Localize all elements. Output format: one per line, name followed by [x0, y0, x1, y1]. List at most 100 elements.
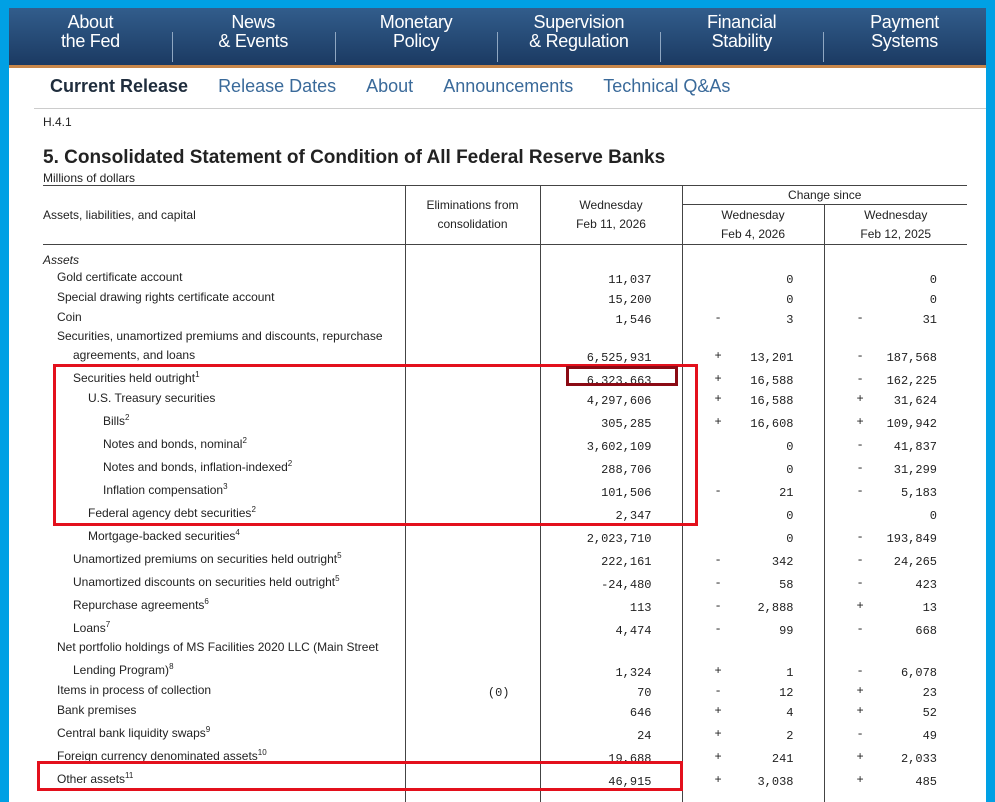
- main-nav: About the Fed News & Events Monetary Pol…: [9, 8, 986, 68]
- row-label: Coin: [57, 309, 82, 324]
- change-week-sign: +: [714, 749, 722, 764]
- footnote-ref[interactable]: 1: [195, 369, 200, 379]
- eliminations-value: [404, 306, 540, 327]
- footnote-ref[interactable]: 2: [251, 504, 256, 514]
- eliminations-value: [404, 499, 540, 523]
- nav-news-events[interactable]: News & Events: [171, 8, 335, 65]
- footnote-ref[interactable]: 6: [204, 596, 209, 606]
- current-value: 6,525,931: [539, 326, 682, 365]
- change-week-value: 342: [771, 554, 794, 569]
- header-eliminations: Eliminations from consolidation: [404, 185, 540, 245]
- change-year-value: 41,837: [893, 439, 937, 454]
- footnote-ref[interactable]: 3: [223, 481, 228, 491]
- change-year-value: 5,183: [900, 485, 937, 500]
- row-label: Mortgage-backed securities4: [88, 527, 240, 543]
- table-row: Securities held outright1 6,323,663 +16,…: [43, 364, 967, 388]
- footnote-ref[interactable]: 2: [242, 435, 247, 445]
- eliminations-value: [404, 742, 540, 766]
- tab-current-release[interactable]: Current Release: [50, 76, 189, 96]
- change-week-value: 99: [779, 623, 794, 638]
- nav-payment-systems[interactable]: Payment Systems: [823, 8, 986, 65]
- change-week-sign: +: [714, 703, 722, 718]
- change-year-value: 109,942: [886, 416, 937, 431]
- current-value: 288,706: [539, 453, 682, 477]
- eliminations-value: (0): [404, 679, 540, 700]
- change-week-value: 241: [771, 751, 794, 766]
- footnote-ref[interactable]: 8: [169, 661, 174, 671]
- change-week-sign: -: [714, 575, 722, 590]
- eliminations-value: [404, 765, 540, 789]
- footnote-ref[interactable]: 5: [335, 573, 340, 583]
- change-week-value: 0: [786, 272, 794, 287]
- eliminations-value: [404, 545, 540, 569]
- change-week-sign: +: [714, 772, 722, 787]
- change-week-sign: +: [714, 348, 722, 363]
- change-week-value: 4: [786, 705, 794, 720]
- current-value: 113: [539, 591, 682, 615]
- change-week-sign: +: [714, 726, 722, 741]
- current-value: 2,023,710: [539, 522, 682, 546]
- change-week-sign: -: [714, 683, 722, 698]
- tab-technical-qas[interactable]: Technical Q&As: [603, 76, 731, 96]
- nav-supervision-regulation[interactable]: Supervision & Regulation: [497, 8, 660, 65]
- row-label: Unamortized discounts on securities held…: [73, 573, 340, 589]
- row-label: Loans7: [73, 619, 111, 635]
- tab-announcements[interactable]: Announcements: [443, 76, 574, 96]
- change-week-sign: -: [714, 621, 722, 636]
- table-row: Bank premises 646 +4 +52: [43, 699, 967, 720]
- change-week-value: 16,588: [750, 373, 794, 388]
- change-year-value: 187,568: [886, 350, 937, 365]
- change-year-value: 485: [915, 774, 937, 789]
- change-year-value: 13: [922, 600, 937, 615]
- nav-financial-stability[interactable]: Financial Stability: [660, 8, 823, 65]
- footnote-ref[interactable]: 2: [287, 458, 293, 468]
- footnote-ref[interactable]: 7: [105, 619, 111, 629]
- footnote-ref[interactable]: 5: [337, 550, 342, 560]
- tab-about[interactable]: About: [366, 76, 414, 96]
- eliminations-value: [404, 568, 540, 592]
- change-year-sign: -: [856, 437, 864, 452]
- current-value: 1,324: [539, 637, 682, 680]
- eliminations-value: [404, 476, 540, 500]
- change-year-value: 31,624: [893, 393, 937, 408]
- change-year-sign: +: [856, 598, 864, 613]
- nav-monetary-policy[interactable]: Monetary Policy: [334, 8, 498, 65]
- change-year-value: 0: [929, 292, 937, 307]
- footnote-ref[interactable]: 2: [125, 412, 130, 422]
- current-value: 3,602,109: [539, 430, 682, 454]
- change-week-sign: -: [714, 483, 722, 498]
- row-label: Items in process of collection: [57, 682, 212, 697]
- footnote-ref[interactable]: 11: [125, 770, 134, 780]
- current-value: -24,480: [539, 568, 682, 592]
- row-label: Inflation compensation3: [103, 481, 228, 497]
- nav-about-the-fed[interactable]: About the Fed: [60, 12, 120, 51]
- change-year-sign: +: [856, 772, 864, 787]
- table-row: U.S. Treasury securities 4,297,606 +16,5…: [43, 387, 967, 408]
- highlight-securities-value: [566, 366, 678, 386]
- change-week-value: 12: [779, 685, 794, 700]
- eliminations-value: [404, 699, 540, 720]
- change-year-value: 31: [922, 312, 937, 327]
- change-week-value: 21: [779, 485, 794, 500]
- table-row: Mortgage-backed securities4 2,023,710 0 …: [43, 522, 967, 546]
- footnote-ref[interactable]: 10: [257, 747, 267, 757]
- change-week-sign: -: [714, 598, 722, 613]
- eliminations-value: [404, 719, 540, 743]
- header-change-week: Wednesday Feb 4, 2026: [681, 204, 824, 245]
- change-week-value: 0: [786, 508, 794, 523]
- row-label: Notes and bonds, nominal2: [103, 435, 247, 451]
- change-year-sign: -: [856, 529, 864, 544]
- footnote-ref[interactable]: 9: [205, 724, 211, 734]
- tab-release-dates[interactable]: Release Dates: [218, 76, 337, 96]
- change-week-value: 0: [786, 292, 794, 307]
- change-year-sign: -: [856, 483, 864, 498]
- row-label: Securities held outright1: [73, 369, 200, 385]
- highlight-total-assets: [37, 761, 683, 791]
- eliminations-value: [404, 430, 540, 454]
- footnote-ref[interactable]: 4: [235, 527, 240, 537]
- change-week-sign: +: [714, 371, 722, 386]
- section-assets: Assets: [43, 252, 80, 267]
- current-value: 46,915: [539, 765, 682, 789]
- table-row: Net portfolio holdings of MS Facilities …: [43, 637, 967, 680]
- change-week-sign: -: [714, 552, 722, 567]
